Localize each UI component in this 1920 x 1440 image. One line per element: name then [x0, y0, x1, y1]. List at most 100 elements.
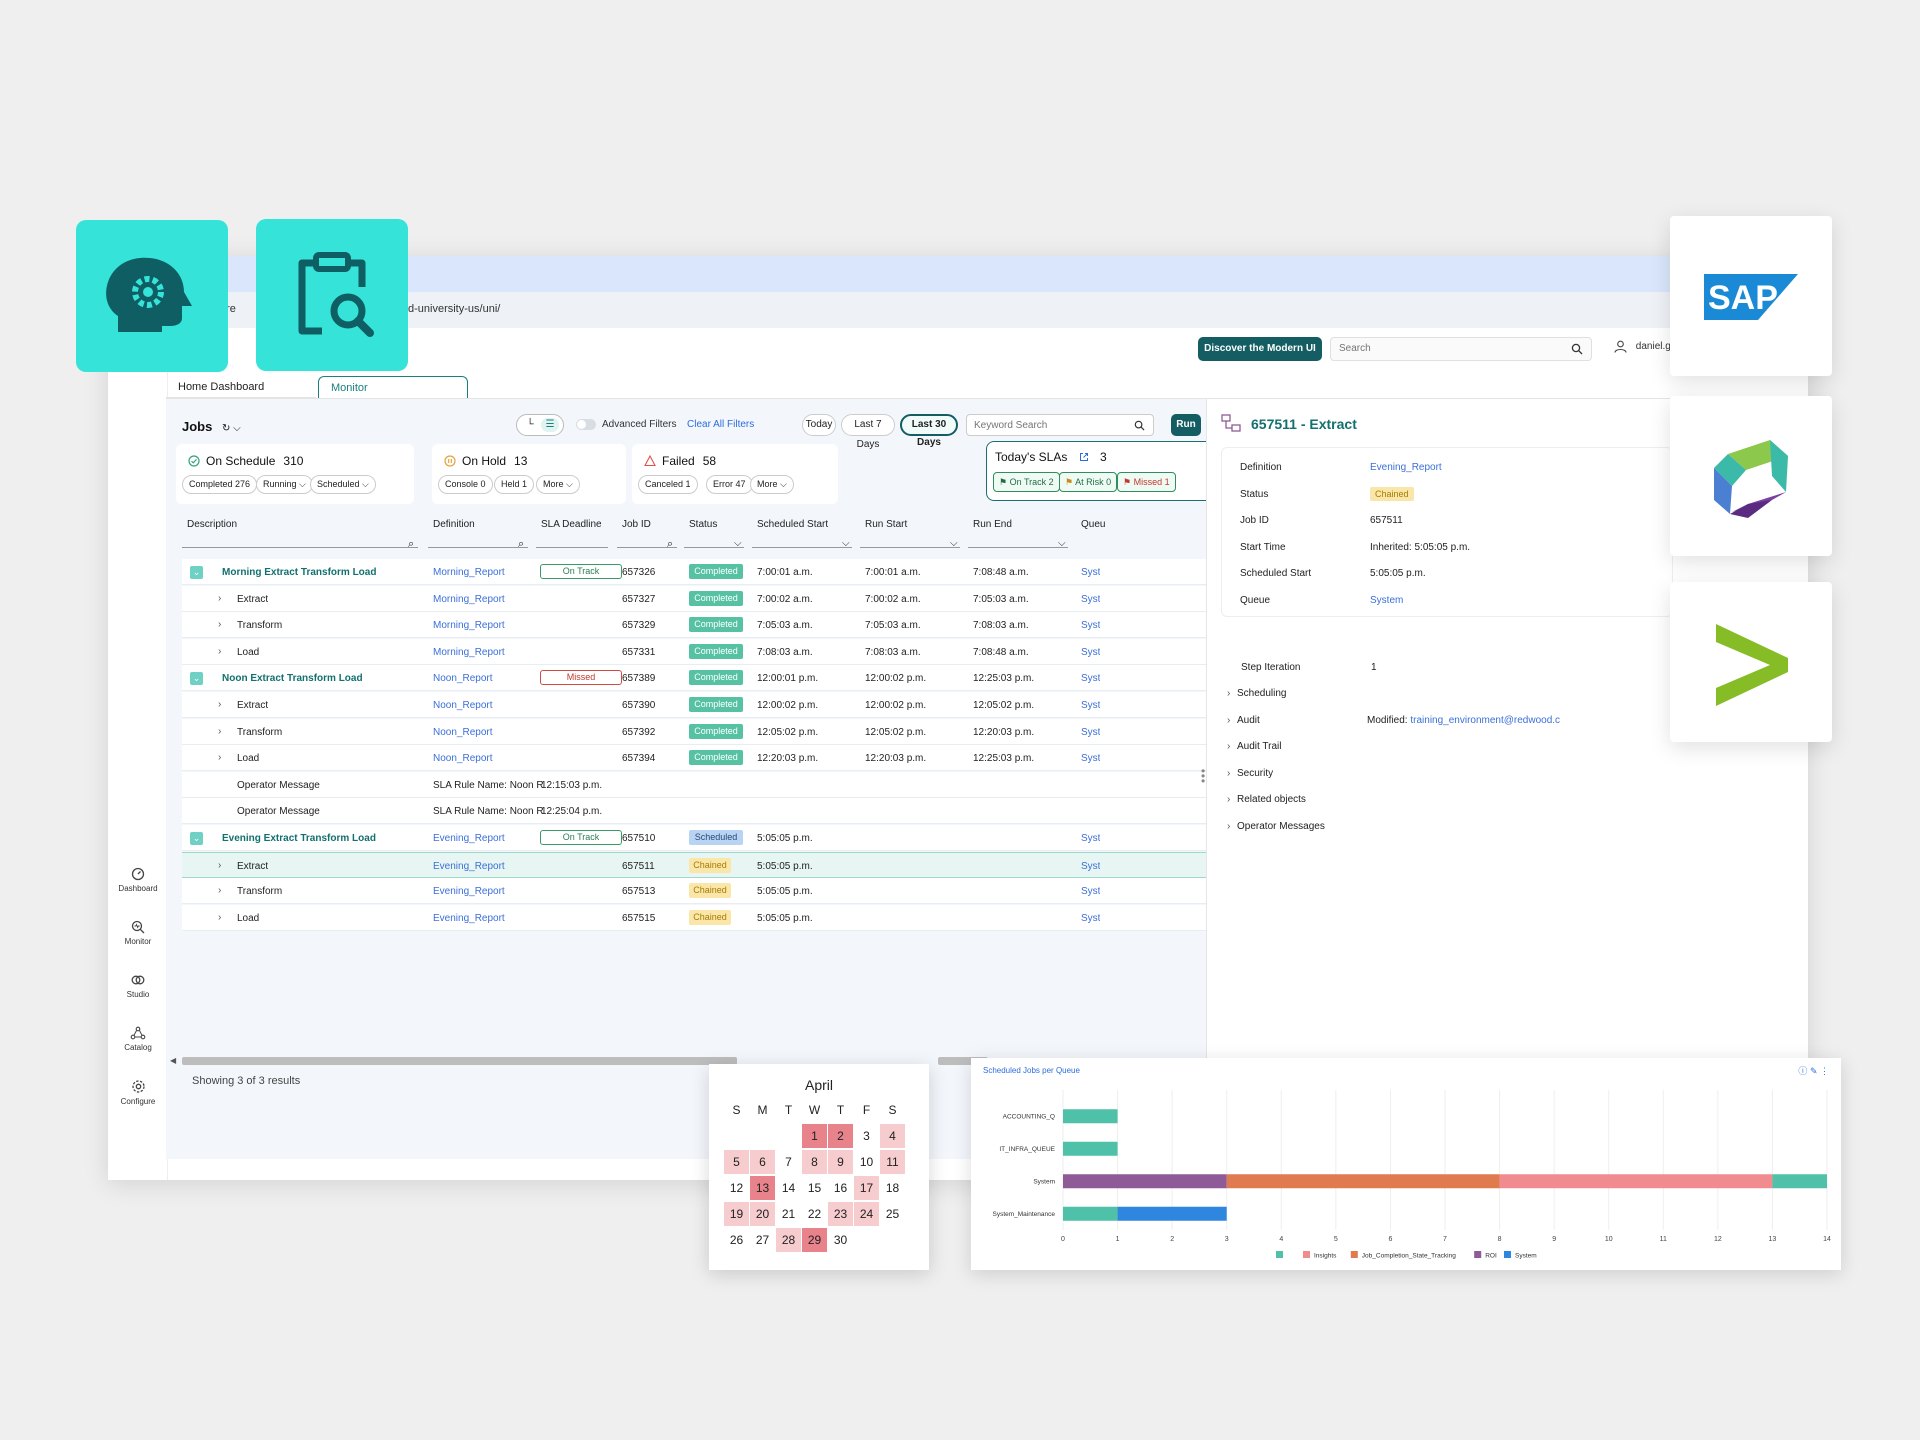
calendar-day[interactable]: 17 [854, 1176, 879, 1200]
row-checkbox[interactable]: ⌄ [190, 566, 203, 579]
calendar-day[interactable]: 15 [802, 1176, 827, 1200]
sidebar-item-studio[interactable]: Studio [108, 973, 168, 999]
range-last-30-days-button[interactable]: Last 30 Days [900, 414, 958, 448]
run-button[interactable]: Run [1171, 414, 1201, 436]
table-row-parent[interactable]: ⌄ Evening Extract Transform Load Evening_R… [182, 825, 1222, 851]
row-queue[interactable]: Syst [1081, 593, 1101, 605]
row-definition[interactable]: Evening_Report [433, 886, 505, 898]
chevron-right-icon[interactable]: › [218, 619, 222, 631]
sidebar-item-configure[interactable]: Configure [108, 1079, 168, 1106]
sla-missed-chip[interactable]: ⚑ Missed 1 [1117, 472, 1176, 492]
calendar-day[interactable]: 19 [724, 1202, 749, 1226]
row-definition[interactable]: Morning_Report [433, 567, 505, 578]
calendar-day[interactable]: 27 [750, 1228, 775, 1252]
calendar-day[interactable]: 14 [776, 1176, 801, 1200]
chevron-right-icon[interactable]: › [218, 592, 222, 604]
column-search-icon[interactable]: ⌕ [518, 538, 525, 550]
column-search-icon[interactable]: ⌕ [408, 538, 415, 550]
tab-monitor[interactable]: Monitor [318, 376, 468, 398]
row-definition[interactable]: Evening_Report [433, 860, 505, 872]
column-dropdown-icon[interactable]: ⌵ [950, 538, 958, 549]
column-dropdown-icon[interactable]: ⌵ [1058, 538, 1066, 549]
row-queue[interactable]: Syst [1081, 912, 1101, 924]
calendar-day[interactable]: 6 [750, 1150, 775, 1174]
held-chip[interactable]: Held 1 [494, 475, 535, 494]
edit-icon[interactable]: ✎ [1809, 1066, 1818, 1076]
sidebar-item-catalog[interactable]: Catalog [108, 1026, 168, 1052]
column-header[interactable]: Run Start [865, 519, 908, 530]
calendar-day[interactable]: 4 [880, 1124, 905, 1148]
calendar-day[interactable]: 12 [724, 1176, 749, 1200]
completed-chip[interactable]: Completed 276 [182, 475, 258, 494]
tree-view-icon[interactable]: └ [526, 419, 534, 430]
calendar-day[interactable]: 25 [880, 1202, 905, 1226]
row-definition[interactable]: Noon_Report [433, 700, 493, 711]
calendar-day[interactable]: 8 [802, 1150, 827, 1174]
console-chip[interactable]: Console 0 [438, 475, 493, 494]
row-queue[interactable]: Syst [1081, 700, 1101, 711]
row-definition[interactable]: Morning_Report [433, 593, 505, 605]
row-definition[interactable]: Noon_Report [433, 753, 493, 765]
detail-section-audit[interactable]: › Audit Modified: training_environment@red… [1227, 715, 1667, 726]
column-header[interactable]: Description [187, 519, 238, 530]
sla-at-risk-chip[interactable]: ⚑ At Risk 0 [1059, 472, 1118, 492]
table-row-message[interactable]: Operator Message SLA Rule Name: Noon R...… [182, 771, 1222, 798]
resize-handle[interactable]: • • • [1201, 764, 1206, 788]
table-row-parent[interactable]: ⌄ Noon Extract Transform Load Noon_Report M… [182, 665, 1222, 692]
range-today-button[interactable]: Today [802, 414, 836, 436]
chevron-right-icon[interactable]: › [218, 885, 222, 897]
calendar-day[interactable]: 30 [828, 1228, 853, 1252]
row-description[interactable]: Morning Extract Transform Load [222, 567, 377, 578]
column-header[interactable]: SLA Deadline [541, 519, 602, 530]
global-search[interactable] [1330, 337, 1592, 361]
column-header[interactable]: Job ID [622, 519, 651, 530]
row-checkbox[interactable]: ⌄ [190, 832, 203, 845]
row-queue[interactable]: Syst [1081, 567, 1101, 578]
column-dropdown-icon[interactable]: ⌵ [734, 538, 742, 549]
tab-home-dashboard[interactable]: Home Dashboard [166, 376, 316, 398]
row-definition[interactable]: Morning_Report [433, 620, 505, 632]
row-queue[interactable]: Syst [1081, 886, 1101, 898]
detail-section-security[interactable]: › Security [1227, 768, 1667, 779]
table-row[interactable]: › Load Morning_Report 657331 Completed 7:08:0… [182, 638, 1222, 665]
column-search-icon[interactable]: ⌕ [667, 538, 674, 550]
row-queue[interactable]: Syst [1081, 620, 1101, 632]
detail-field-value[interactable]: Evening_Report [1370, 462, 1442, 473]
row-description[interactable]: Noon Extract Transform Load [222, 673, 363, 685]
row-checkbox[interactable]: ⌄ [190, 672, 203, 686]
row-definition[interactable]: Evening_Report [433, 833, 505, 844]
calendar-day[interactable]: 22 [802, 1202, 827, 1226]
calendar-day[interactable]: 16 [828, 1176, 853, 1200]
row-queue[interactable]: Syst [1081, 673, 1101, 685]
scheduled-chip[interactable]: Scheduled ⌵ [310, 475, 376, 494]
calendar-day[interactable]: 26 [724, 1228, 749, 1252]
sidebar-item-monitor[interactable]: Monitor [108, 920, 168, 946]
advanced-filters-toggle[interactable] [576, 419, 596, 430]
detail-section-audit-trail[interactable]: › Audit Trail [1227, 741, 1667, 752]
calendar-day[interactable]: 10 [854, 1150, 879, 1174]
chevron-right-icon[interactable]: › [218, 725, 222, 737]
table-row[interactable]: › Transform Evening_Report 657513 Chained 5:0… [182, 878, 1222, 905]
scroll-left-arrow[interactable]: ◀ [170, 1056, 177, 1065]
failed-more-chip[interactable]: More ⌵ [750, 475, 794, 494]
calendar-day[interactable]: 20 [750, 1202, 775, 1226]
row-definition[interactable]: Morning_Report [433, 646, 505, 658]
chevron-right-icon[interactable]: › [218, 859, 222, 871]
column-header[interactable]: Status [689, 519, 718, 530]
calendar-day[interactable]: 5 [724, 1150, 749, 1174]
calendar-day[interactable]: 7 [776, 1150, 801, 1174]
column-header[interactable]: Definition [433, 519, 475, 530]
clear-all-filters-link[interactable]: Clear All Filters [687, 419, 755, 430]
audit-user-link[interactable]: training_environment@redwood.c [1410, 714, 1561, 726]
detail-field-value[interactable]: System [1370, 594, 1404, 606]
table-row-parent[interactable]: ⌄ Morning Extract Transform Load Morning_R… [182, 559, 1222, 585]
global-search-input[interactable] [1331, 338, 1551, 359]
table-row[interactable]: › Load Evening_Report 657515 Chained 5:05:05 … [182, 904, 1222, 931]
row-queue[interactable]: Syst [1081, 646, 1101, 658]
refresh-icon[interactable]: ↻ ⌵ [221, 423, 241, 434]
search-icon[interactable] [1134, 420, 1145, 431]
row-definition[interactable]: Noon_Report [433, 726, 493, 738]
calendar-day[interactable]: 21 [776, 1202, 801, 1226]
calendar-day[interactable]: 2 [828, 1124, 853, 1148]
calendar-day[interactable]: 9 [828, 1150, 853, 1174]
